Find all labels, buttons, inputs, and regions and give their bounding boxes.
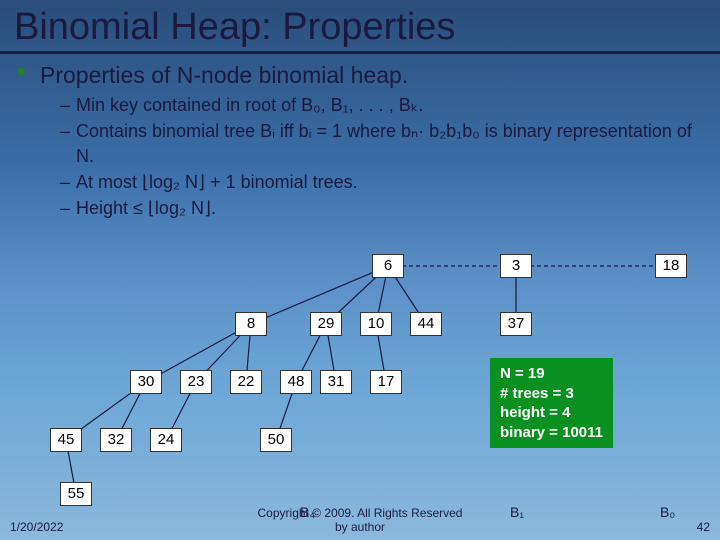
tree-label: B₀ [660,504,675,520]
heap-node: 17 [370,370,402,394]
title-underline [0,51,720,54]
info-line: # trees = 3 [500,384,603,404]
tree-label: B₁ [510,504,524,520]
heap-node: 29 [310,312,342,336]
heap-diagram: N = 19# trees = 3height = 4binary = 1001… [0,250,720,540]
heap-node: 8 [235,312,267,336]
heap-node: 24 [150,428,182,452]
heap-node: 22 [230,370,262,394]
heap-node: 32 [100,428,132,452]
footer-date: 1/20/2022 [10,520,63,534]
footer-page: 42 [697,520,710,534]
heap-node: 44 [410,312,442,336]
heap-node: 10 [360,312,392,336]
sub-item: Height ≤ ⌊log₂ N⌋. [60,196,706,220]
sub-item: At most ⌊log₂ N⌋ + 1 binomial trees. [60,170,706,194]
info-line: height = 4 [500,403,603,423]
heap-node: 50 [260,428,292,452]
heap-node: 55 [60,482,92,506]
slide-title: Binomial Heap: Properties [0,0,720,51]
heap-node: 45 [50,428,82,452]
heap-node: 18 [655,254,687,278]
info-line: binary = 10011 [500,423,603,443]
sub-item: Min key contained in root of B₀, B₁, . .… [60,93,706,117]
info-box: N = 19# trees = 3height = 4binary = 1001… [490,358,613,448]
heap-node: 30 [130,370,162,394]
sub-item: Contains binomial tree Bᵢ iff bᵢ = 1 whe… [60,119,706,168]
main-bullet: Properties of N-node binomial heap. [0,60,720,93]
sub-list: Min key contained in root of B₀, B₁, . .… [0,93,720,220]
footer-copyright: Copyright © 2009. All Rights Reserved by… [250,506,470,534]
heap-node: 37 [500,312,532,336]
heap-node: 31 [320,370,352,394]
heap-node: 23 [180,370,212,394]
heap-node: 6 [372,254,404,278]
heap-node: 48 [280,370,312,394]
info-line: N = 19 [500,364,603,384]
heap-node: 3 [500,254,532,278]
